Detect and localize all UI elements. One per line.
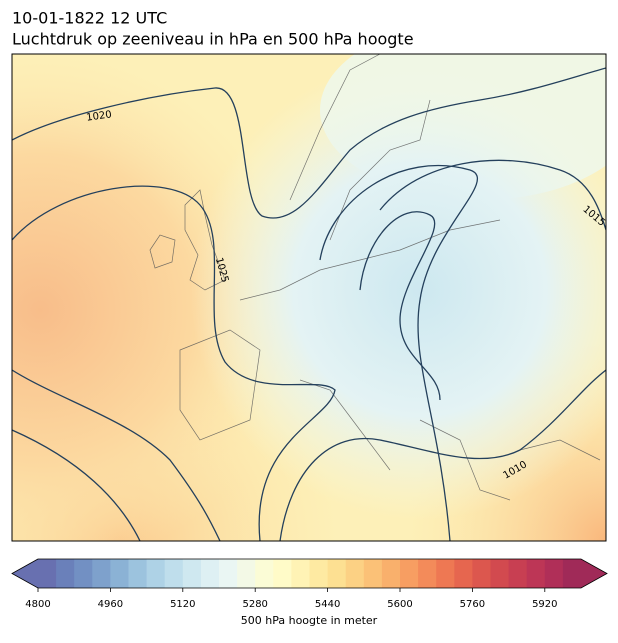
colorbar-segment bbox=[237, 559, 256, 588]
colorbar-segment bbox=[472, 559, 491, 588]
title: Luchtdruk op zeeniveau in hPa en 500 hPa… bbox=[12, 30, 414, 49]
colorbar-segment bbox=[418, 559, 437, 588]
colorbar-outline bbox=[11, 558, 608, 589]
colorbar-segment bbox=[562, 559, 582, 588]
colorbar-segment bbox=[327, 559, 347, 588]
colorbar-segment bbox=[291, 559, 310, 588]
colorbar: 4800 4960 5120 5280 5440 5600 5760 5920 bbox=[11, 558, 608, 610]
colorbar-segment bbox=[363, 559, 383, 588]
colorbar-segment bbox=[526, 559, 546, 588]
colorbar-segment bbox=[454, 559, 473, 588]
colorbar-tick-label: 4800 bbox=[25, 599, 50, 610]
colorbar-extend bbox=[581, 559, 607, 588]
colorbar-segment bbox=[400, 559, 419, 588]
colorbar-segment bbox=[110, 559, 129, 588]
colorbar-extend bbox=[12, 559, 38, 588]
colorbar-segment bbox=[164, 559, 184, 588]
colorbar-label: 500 hPa hoogte in meter bbox=[241, 614, 378, 627]
colorbar-tick-label: 5280 bbox=[242, 599, 267, 610]
colorbar-tick-label: 4960 bbox=[98, 599, 123, 610]
colorbar-tick-label: 5440 bbox=[315, 599, 340, 610]
colorbar-tick-label: 5920 bbox=[532, 599, 557, 610]
colorbar-segment bbox=[56, 559, 75, 588]
colorbar-tick-label: 5600 bbox=[387, 599, 412, 610]
colorbar-segment bbox=[128, 559, 148, 588]
colorbar-segment bbox=[182, 559, 202, 588]
colorbar-segment bbox=[345, 559, 365, 588]
colorbar-segment bbox=[381, 559, 401, 588]
colorbar-segment bbox=[490, 559, 510, 588]
colorbar-tick-label: 5120 bbox=[170, 599, 195, 610]
colorbar-segment bbox=[544, 559, 564, 588]
colorbar-tick-label: 5760 bbox=[460, 599, 485, 610]
colorbar-segment bbox=[146, 559, 166, 588]
colorbar-segment bbox=[92, 559, 111, 588]
colorbar-segment bbox=[508, 559, 528, 588]
map: 1020 1025 1015 1010 bbox=[12, 54, 606, 541]
colorbar-segment bbox=[200, 559, 220, 588]
map-frame bbox=[11, 53, 607, 542]
colorbar-segment bbox=[309, 559, 329, 588]
colorbar-segment bbox=[255, 559, 274, 588]
date: 10-01-1822 12 UTC bbox=[12, 9, 167, 28]
colorbar-segment bbox=[436, 559, 455, 588]
colorbar-segment bbox=[38, 559, 57, 588]
contour-label: 1020 bbox=[86, 109, 113, 123]
colorbar-segment bbox=[273, 559, 292, 588]
contours bbox=[12, 67, 606, 541]
colorbar-segment bbox=[219, 559, 238, 588]
colorbar-segment bbox=[74, 559, 93, 588]
